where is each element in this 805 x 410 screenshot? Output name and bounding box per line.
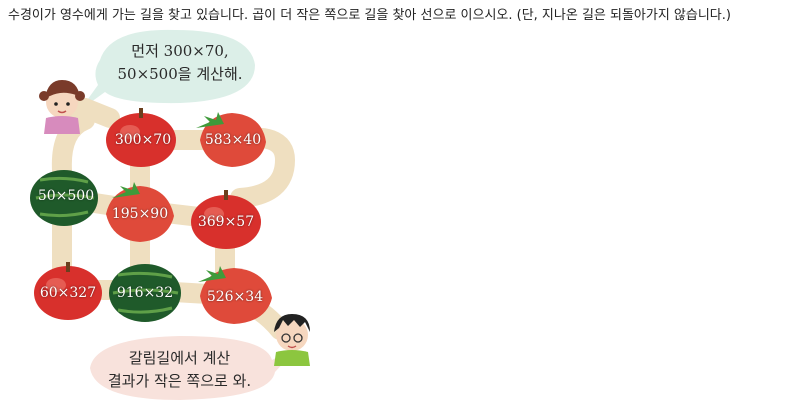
label-60x327: 60×327 xyxy=(39,285,97,301)
top-speech-line2: 50×500을 계산해. xyxy=(117,65,243,83)
apple-369x57 xyxy=(191,190,261,249)
bottom-speech-bubble xyxy=(90,336,300,400)
label-300x70: 300×70 xyxy=(114,132,172,148)
bottom-speech-line2: 결과가 작은 쪽으로 와. xyxy=(107,372,252,390)
watermelon-50x500 xyxy=(30,170,98,226)
label-526x34: 526×34 xyxy=(206,289,264,305)
watermelon-916x32 xyxy=(109,264,181,322)
label-50x500: 50×500 xyxy=(37,188,95,204)
label-583x40: 583×40 xyxy=(204,132,262,148)
instruction-text: 수경이가 영수에게 가는 길을 찾고 있습니다. 곱이 더 작은 쪽으로 길을 … xyxy=(8,8,731,23)
strawberry-195x90 xyxy=(106,182,174,242)
apple-60x327 xyxy=(34,262,102,320)
top-speech-bubble xyxy=(80,29,255,110)
boy-character xyxy=(274,314,310,366)
top-speech-line1: 먼저 300×70, xyxy=(131,42,229,60)
label-369x57: 369×57 xyxy=(197,214,255,230)
label-916x32: 916×32 xyxy=(116,285,174,301)
apple-300x70 xyxy=(106,108,176,167)
girl-character xyxy=(39,80,85,134)
strawberry-583x40 xyxy=(196,112,266,167)
top-speech-text: 먼저 300×70, 50×500을 계산해. xyxy=(110,40,250,86)
label-195x90: 195×90 xyxy=(111,206,169,222)
bottom-speech-line1: 갈림길에서 계산 xyxy=(128,349,231,367)
bottom-speech-text: 갈림길에서 계산 결과가 작은 쪽으로 와. xyxy=(92,347,267,393)
strawberry-526x34 xyxy=(198,266,272,324)
